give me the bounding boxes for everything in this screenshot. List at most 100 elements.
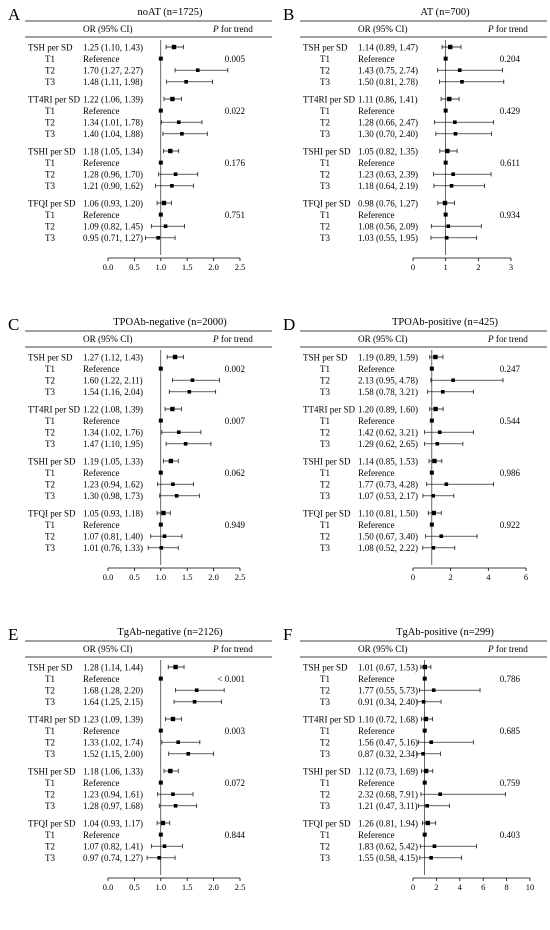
row-label: T1 (45, 210, 55, 220)
panel-letter: C (8, 315, 19, 334)
reference-point (158, 470, 163, 475)
tertile-row: T3 1.08 (0.52, 2.22) (320, 543, 456, 553)
row-label: T3 (320, 129, 330, 139)
point-estimate (168, 768, 173, 774)
row-label: T2 (320, 842, 330, 852)
tertile-row: T3 1.07 (0.53, 2.17) (320, 491, 455, 501)
or-ci-text: 1.05 (0.93, 1.18) (83, 508, 143, 518)
or-ci-text: 1.18 (0.64, 2.19) (358, 181, 418, 191)
row-label: T1 (320, 468, 330, 478)
row-label: T1 (45, 54, 55, 64)
x-tick-label: 6 (481, 882, 485, 892)
row-label: T2 (45, 532, 55, 542)
or-ci-text: 1.23 (1.09, 1.39) (83, 714, 143, 724)
tertile-row: T3 1.50 (0.81, 2.78) (320, 77, 505, 87)
panel-b: B AT (n=700) OR (95% CI) P for trend TSH per… (283, 5, 547, 272)
row-label: TFQI per SD (303, 198, 351, 208)
or-ci-text: Reference (83, 106, 119, 116)
or-ci-text: 1.60 (1.22, 2.11) (83, 376, 143, 386)
tertile-row: T1 Reference (320, 726, 427, 736)
group-row: TT4RI per SD 1.23 (1.09, 1.39) (28, 714, 182, 724)
or-ci-text: Reference (358, 54, 394, 64)
point-estimate (176, 430, 181, 434)
or-ci-text: 1.07 (0.82, 1.41) (83, 842, 143, 852)
row-label: T3 (320, 543, 330, 553)
tertile-row: T1 Reference (320, 468, 434, 478)
row-label: T3 (45, 749, 55, 759)
panel-letter: A (8, 5, 21, 24)
tertile-row: T2 1.42 (0.62, 3.21) (320, 428, 474, 438)
point-estimate (170, 184, 174, 188)
tertile-row: T3 1.48 (1.11, 1.98) (45, 77, 213, 87)
or-ci-text: 2.13 (0.95, 4.78) (358, 376, 418, 386)
row-label: T3 (320, 181, 330, 191)
row-label: T2 (45, 428, 55, 438)
row-label: T2 (45, 118, 55, 128)
point-estimate (435, 442, 440, 446)
or-ci-text: Reference (358, 726, 394, 736)
p-value: 0.922 (500, 520, 520, 530)
point-estimate (157, 856, 162, 860)
point-estimate (187, 390, 192, 394)
or-header: OR (95% CI) (358, 644, 408, 654)
or-ci-text: 1.06 (0.93, 1.20) (83, 198, 143, 208)
reference-point (443, 56, 448, 61)
point-estimate (173, 804, 178, 808)
tertile-row: T3 1.21 (0.90, 1.62) (45, 181, 194, 191)
point-estimate (186, 752, 191, 756)
p-header: P for trend (487, 644, 528, 654)
or-ci-text: 1.50 (0.81, 2.78) (358, 77, 418, 87)
or-ci-text: 1.34 (1.02, 1.76) (83, 428, 143, 438)
or-ci-text: 1.22 (1.08, 1.39) (83, 404, 143, 414)
or-ci-text: Reference (358, 830, 394, 840)
row-label: TFQI per SD (28, 198, 76, 208)
x-tick-label: 1 (444, 262, 448, 272)
x-tick-label: 1.0 (155, 262, 166, 272)
row-label: T1 (45, 726, 55, 736)
or-ci-text: Reference (83, 520, 119, 530)
or-ci-text: Reference (358, 106, 394, 116)
p-value: 0.204 (500, 54, 521, 64)
or-ci-text: 1.27 (1.12, 1.43) (83, 352, 143, 362)
or-ci-text: Reference (358, 468, 394, 478)
reference-point (422, 676, 427, 681)
tertile-row: T2 1.23 (0.94, 1.61) (45, 790, 194, 800)
group-row: TSHI per SD 1.14 (0.85, 1.53) (303, 456, 443, 466)
or-ci-text: 1.01 (0.76, 1.33) (83, 543, 143, 553)
point-estimate (432, 844, 437, 848)
tertile-row: T2 1.50 (0.67, 3.40) (320, 532, 478, 542)
reference-point (158, 212, 163, 217)
x-tick-label: 1.5 (182, 882, 193, 892)
point-estimate (421, 700, 426, 704)
panel-title: AT (n=700) (420, 7, 470, 18)
group-row: TSH per SD 1.01 (0.67, 1.53) (303, 662, 432, 672)
x-tick-label: 0 (411, 572, 415, 582)
or-ci-text: 1.09 (0.82, 1.45) (83, 222, 143, 232)
or-ci-text: 1.21 (0.47, 3.11) (358, 801, 418, 811)
point-estimate (174, 494, 179, 498)
or-ci-text: 1.18 (1.06, 1.33) (83, 766, 143, 776)
tertile-row: T2 1.34 (1.01, 1.78) (45, 118, 203, 128)
row-label: T3 (320, 77, 330, 87)
row-label: T1 (45, 468, 55, 478)
row-label: T1 (45, 158, 55, 168)
point-estimate (162, 534, 167, 538)
point-estimate (437, 430, 442, 434)
p-value: 0.072 (225, 778, 245, 788)
reference-point (422, 728, 427, 733)
tertile-row: T1 Reference (320, 158, 448, 168)
point-estimate (438, 792, 442, 796)
tertile-row: T3 0.97 (0.74, 1.27) (45, 853, 176, 863)
row-label: T3 (320, 697, 330, 707)
row-label: TSHI per SD (303, 766, 351, 776)
point-estimate (190, 378, 195, 382)
row-label: T1 (45, 364, 55, 374)
tertile-row: T3 0.91 (0.34, 2.40) (320, 697, 442, 707)
or-ci-text: 1.77 (0.73, 4.28) (358, 480, 418, 490)
panel-d: D TPOAb-positive (n=425) OR (95% CI) P for … (283, 315, 547, 582)
or-ci-text: Reference (358, 210, 394, 220)
group-row: TT4RI per SD 1.10 (0.72, 1.68) (303, 714, 434, 724)
reference-point (158, 108, 163, 113)
group-row: TFQI per SD 1.10 (0.81, 1.50) (303, 508, 442, 518)
